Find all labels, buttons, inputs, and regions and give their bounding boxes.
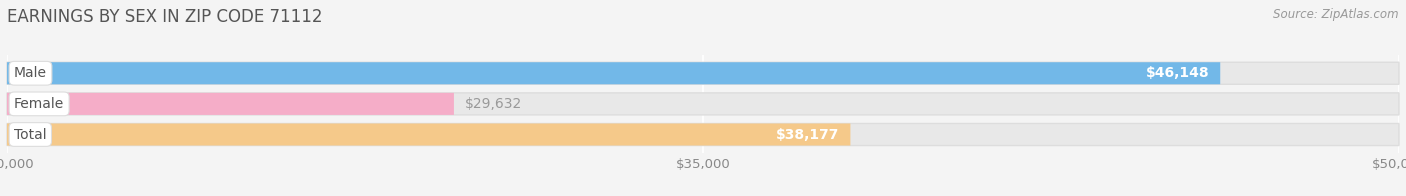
Text: Total: Total <box>14 128 46 142</box>
Text: Male: Male <box>14 66 46 80</box>
Text: $38,177: $38,177 <box>776 128 839 142</box>
FancyBboxPatch shape <box>7 93 1399 115</box>
Text: EARNINGS BY SEX IN ZIP CODE 71112: EARNINGS BY SEX IN ZIP CODE 71112 <box>7 8 322 26</box>
Text: $29,632: $29,632 <box>465 97 522 111</box>
FancyBboxPatch shape <box>7 123 1399 145</box>
FancyBboxPatch shape <box>7 93 454 115</box>
Text: Source: ZipAtlas.com: Source: ZipAtlas.com <box>1274 8 1399 21</box>
Text: $46,148: $46,148 <box>1146 66 1209 80</box>
FancyBboxPatch shape <box>7 123 851 145</box>
FancyBboxPatch shape <box>7 62 1220 84</box>
Text: Female: Female <box>14 97 65 111</box>
FancyBboxPatch shape <box>7 62 1399 84</box>
